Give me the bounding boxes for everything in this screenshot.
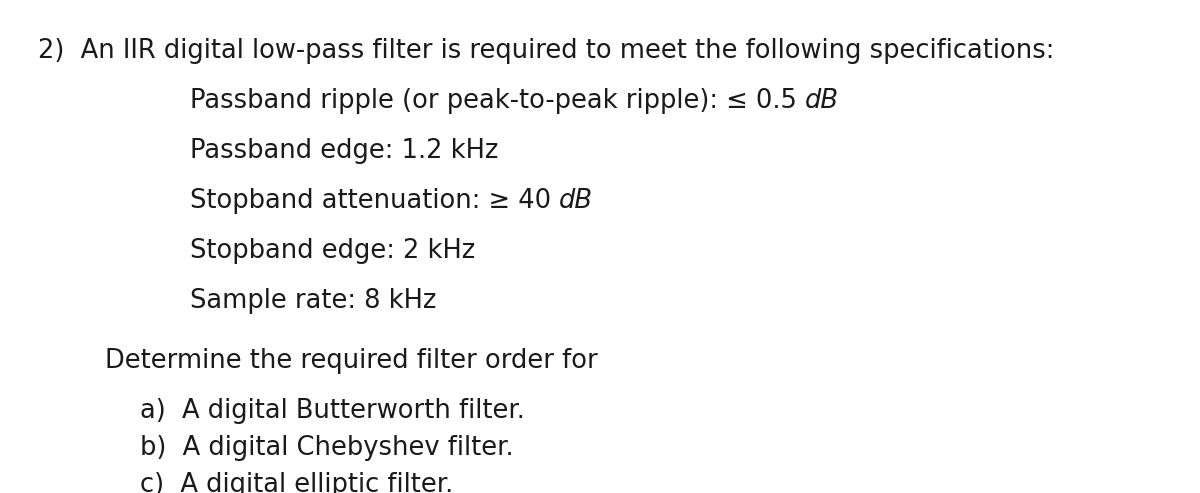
Text: Determine the required filter order for: Determine the required filter order for [106,348,598,374]
Text: dB: dB [805,88,839,114]
Text: Stopband attenuation: ≥ 40: Stopband attenuation: ≥ 40 [190,188,559,214]
Text: Sample rate: 8 kHz: Sample rate: 8 kHz [190,288,437,314]
Text: Passband ripple (or peak-to-peak ripple): ≤ 0.5: Passband ripple (or peak-to-peak ripple)… [190,88,805,114]
Text: Stopband edge: 2 kHz: Stopband edge: 2 kHz [190,238,475,264]
Text: 2)  An IIR digital low-pass filter is required to meet the following specificati: 2) An IIR digital low-pass filter is req… [38,38,1055,64]
Text: a)  A digital Butterworth filter.: a) A digital Butterworth filter. [140,398,524,424]
Text: c)  A digital elliptic filter.: c) A digital elliptic filter. [140,472,454,493]
Text: Passband edge: 1.2 kHz: Passband edge: 1.2 kHz [190,138,498,164]
Text: b)  A digital Chebyshev filter.: b) A digital Chebyshev filter. [140,435,514,461]
Text: dB: dB [559,188,593,214]
